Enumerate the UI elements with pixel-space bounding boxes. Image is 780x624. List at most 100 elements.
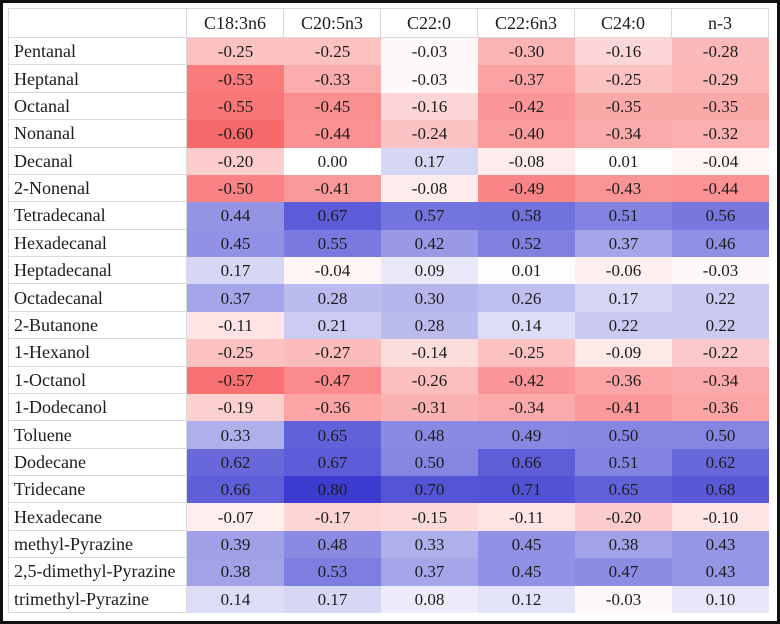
heatmap-cell: 0.22: [672, 311, 769, 340]
heatmap-cell: -0.33: [284, 65, 381, 93]
heatmap-cell: -0.43: [575, 174, 672, 203]
heatmap-cell: 0.43: [672, 530, 769, 559]
row-label: trimethyl-Pyrazine: [9, 585, 187, 613]
heatmap-cell: -0.31: [381, 393, 478, 422]
heatmap-cell: -0.36: [284, 393, 381, 422]
row-label: Heptadecanal: [9, 257, 187, 285]
row-label: Toluene: [9, 421, 187, 449]
heatmap-cell: 0.57: [381, 202, 478, 230]
heatmap-cell: -0.45: [284, 92, 381, 121]
heatmap-cell: -0.22: [672, 339, 769, 367]
heatmap-cell: 0.62: [187, 448, 284, 477]
heatmap-grid: C18:3n6 C20:5n3 C22:0 C22:6n3 C24:0 n-3 Pentan…: [8, 8, 769, 613]
heatmap-cell: -0.49: [478, 174, 575, 203]
heatmap-cell: -0.19: [187, 393, 284, 422]
column-header-C18:3n6: C18:3n6: [187, 9, 284, 38]
heatmap-cell: 0.50: [575, 421, 672, 449]
heatmap-cell: -0.08: [478, 147, 575, 175]
heatmap-cell: 0.38: [187, 558, 284, 586]
heatmap-cell: 0.30: [381, 284, 478, 312]
heatmap-cell: 0.01: [575, 147, 672, 175]
heatmap-cell: 0.55: [284, 229, 381, 258]
heatmap-cell: 0.51: [575, 202, 672, 230]
heatmap-cell: 0.58: [478, 202, 575, 230]
heatmap-cell: 0.37: [381, 558, 478, 586]
heatmap-cell: 0.48: [284, 530, 381, 559]
heatmap-cell: -0.44: [284, 120, 381, 148]
heatmap-cell: 0.12: [478, 585, 575, 613]
heatmap-cell: 0.51: [575, 448, 672, 477]
heatmap-cell: -0.36: [575, 366, 672, 394]
heatmap-cell: -0.03: [381, 65, 478, 93]
heatmap-cell: -0.60: [187, 120, 284, 148]
heatmap-cell: -0.57: [187, 366, 284, 394]
heatmap-cell: -0.50: [187, 174, 284, 203]
heatmap-cell: -0.09: [575, 339, 672, 367]
heatmap-cell: -0.34: [478, 393, 575, 422]
row-label: Nonanal: [9, 120, 187, 148]
heatmap-cell: -0.29: [672, 65, 769, 93]
heatmap-cell: 0.28: [381, 311, 478, 340]
heatmap-cell: 0.47: [575, 558, 672, 586]
heatmap-cell: -0.07: [187, 503, 284, 531]
heatmap-cell: 0.09: [381, 257, 478, 285]
heatmap-cell: -0.03: [575, 585, 672, 613]
heatmap-cell: -0.35: [575, 92, 672, 121]
heatmap-cell: -0.25: [284, 38, 381, 66]
heatmap-cell: 0.67: [284, 448, 381, 477]
heatmap-cell: 0.37: [575, 229, 672, 258]
heatmap-cell: 0.68: [672, 476, 769, 504]
row-label: Hexadecanal: [9, 229, 187, 258]
heatmap-cell: 0.45: [478, 530, 575, 559]
heatmap-cell: -0.25: [575, 65, 672, 93]
row-label: 2-Butanone: [9, 311, 187, 340]
row-label: Heptanal: [9, 65, 187, 93]
heatmap-cell: 0.17: [284, 585, 381, 613]
heatmap-cell: -0.08: [381, 174, 478, 203]
heatmap-cell: -0.42: [478, 366, 575, 394]
heatmap-cell: 0.14: [478, 311, 575, 340]
heatmap-cell: -0.35: [672, 92, 769, 121]
row-label: Octanal: [9, 92, 187, 121]
heatmap-cell: 0.62: [672, 448, 769, 477]
heatmap-cell: -0.25: [187, 339, 284, 367]
heatmap-cell: 0.50: [672, 421, 769, 449]
row-label: Dodecane: [9, 448, 187, 477]
heatmap-cell: 0.22: [672, 284, 769, 312]
heatmap-cell: 0.52: [478, 229, 575, 258]
heatmap-cell: 0.66: [478, 448, 575, 477]
heatmap-cell: -0.17: [284, 503, 381, 531]
heatmap-cell: 0.45: [478, 558, 575, 586]
row-label: 1-Hexanol: [9, 339, 187, 367]
heatmap-cell: 0.50: [381, 448, 478, 477]
heatmap-cell: -0.14: [381, 339, 478, 367]
heatmap-cell: 0.80: [284, 476, 381, 504]
row-label: Tetradecanal: [9, 202, 187, 230]
heatmap-cell: 0.22: [575, 311, 672, 340]
heatmap-cell: -0.15: [381, 503, 478, 531]
heatmap-cell: 0.21: [284, 311, 381, 340]
heatmap-cell: 0.33: [187, 421, 284, 449]
row-label: 1-Dodecanol: [9, 393, 187, 422]
heatmap-cell: 0.53: [284, 558, 381, 586]
heatmap-cell: -0.26: [381, 366, 478, 394]
heatmap-cell: -0.25: [187, 38, 284, 66]
heatmap-cell: -0.10: [672, 503, 769, 531]
heatmap-cell: 0.46: [672, 229, 769, 258]
heatmap-cell: 0.37: [187, 284, 284, 312]
heatmap-cell: -0.55: [187, 92, 284, 121]
column-header-C22:6n3: C22:6n3: [478, 9, 575, 38]
heatmap-cell: -0.41: [284, 174, 381, 203]
heatmap-cell: -0.41: [575, 393, 672, 422]
column-header-C22:0: C22:0: [381, 9, 478, 38]
heatmap-cell: -0.16: [575, 38, 672, 66]
heatmap-cell: -0.42: [478, 92, 575, 121]
heatmap-cell: -0.34: [575, 120, 672, 148]
heatmap-cell: 0.65: [284, 421, 381, 449]
heatmap-cell: -0.44: [672, 174, 769, 203]
column-header-n-3: n-3: [672, 9, 769, 38]
heatmap-cell: 0.71: [478, 476, 575, 504]
heatmap-cell: -0.20: [575, 503, 672, 531]
heatmap-cell: -0.03: [672, 257, 769, 285]
